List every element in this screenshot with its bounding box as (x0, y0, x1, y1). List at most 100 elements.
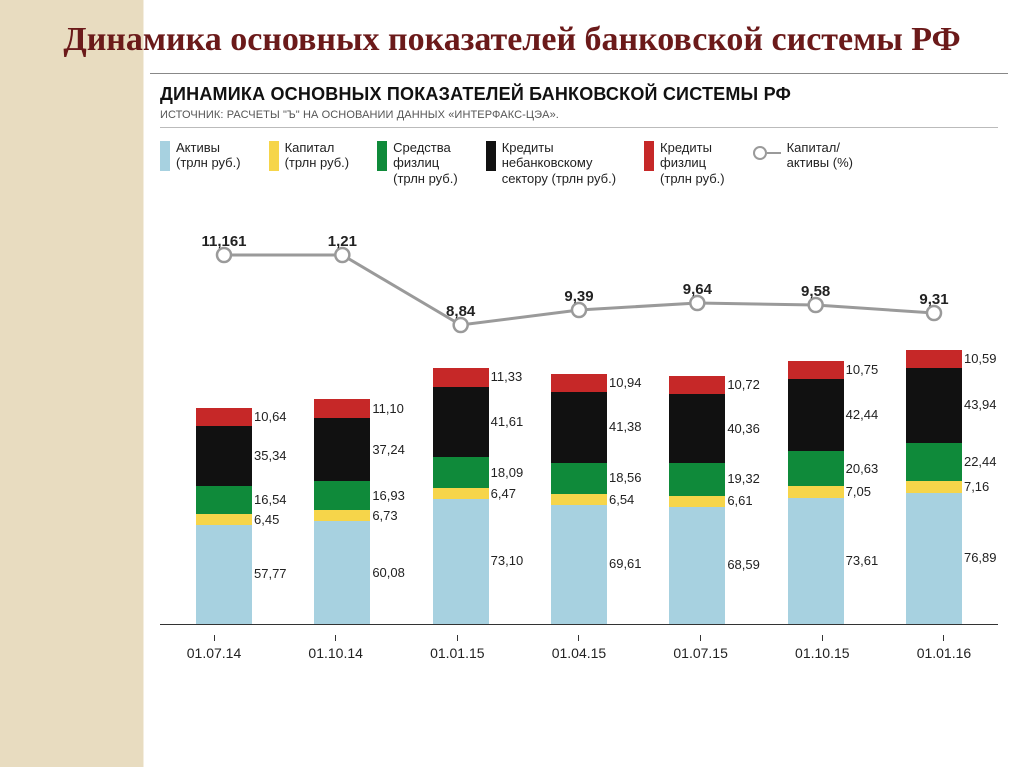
bar-segment-deposits (906, 443, 962, 481)
stacked-bar: 10,9441,3818,566,5469,61 (551, 374, 607, 624)
bar-segment-loans_nonbank (906, 368, 962, 443)
bar-value-assets: 73,10 (491, 554, 524, 567)
bar-value-deposits: 16,54 (254, 493, 287, 506)
legend-swatch (377, 141, 387, 171)
bar-value-loans_retail: 10,72 (727, 378, 760, 391)
x-tick-mark (335, 635, 336, 641)
stacked-bar: 10,5943,9422,447,1676,89 (906, 350, 962, 624)
legend-swatch (644, 141, 654, 171)
x-axis: 01.07.14 01.10.14 01.01.15 01.04.15 01.07.15… (150, 635, 1008, 661)
bar-segment-loans_retail (196, 408, 252, 426)
bar-value-capital: 6,45 (254, 513, 279, 526)
bar-value-loans_retail: 10,75 (846, 363, 879, 376)
bar-value-deposits: 18,56 (609, 471, 642, 484)
bar-value-labels: 10,5943,9422,447,1676,89 (964, 350, 1020, 624)
bar-value-capital: 6,47 (491, 487, 516, 500)
bar-value-loans_nonbank: 35,34 (254, 449, 287, 462)
bar-value-loans_retail: 11,33 (491, 370, 523, 383)
bar-value-deposits: 19,32 (727, 472, 760, 485)
bar-value-loans_nonbank: 40,36 (727, 422, 760, 435)
x-tick: 01.01.15 (401, 645, 513, 661)
bar-segment-capital (788, 486, 844, 498)
bar-segment-assets (433, 499, 489, 623)
bar-segment-deposits (669, 463, 725, 496)
stacked-bar: 11,3341,6118,096,4773,10 (433, 368, 489, 624)
legend-swatch (486, 141, 496, 171)
bar-value-assets: 60,08 (372, 566, 405, 579)
bar-value-deposits: 20,63 (846, 462, 879, 475)
x-tick-label: 01.01.16 (917, 645, 972, 661)
legend-item: Активы (трлн руб.) (160, 140, 241, 171)
bar-value-assets: 69,61 (609, 557, 642, 570)
legend-line-marker (753, 146, 781, 160)
bar-segment-deposits (433, 457, 489, 488)
legend-label: Кредиты небанковскому сектору (трлн руб.… (502, 140, 616, 187)
stacked-bar: 10,7240,3619,326,6168,59 (669, 376, 725, 623)
legend-swatch (160, 141, 170, 171)
bar-segment-deposits (314, 481, 370, 510)
bar-segment-capital (433, 488, 489, 499)
bar-group: 10,7542,4420,637,0573,61 (760, 205, 872, 624)
bar-segment-loans_retail (906, 350, 962, 368)
bar-value-capital: 7,05 (846, 485, 871, 498)
bar-segment-assets (196, 525, 252, 623)
bar-segment-assets (669, 507, 725, 624)
bar-value-loans_retail: 10,94 (609, 376, 642, 389)
bar-value-loans_retail: 11,10 (372, 402, 404, 415)
legend-item: Капитал (трлн руб.) (269, 140, 350, 171)
bar-value-assets: 73,61 (846, 554, 879, 567)
trend-value-label: 9,58 (801, 282, 830, 299)
bar-segment-capital (669, 496, 725, 507)
bar-value-loans_retail: 10,59 (964, 352, 997, 365)
bar-segment-loans_retail (433, 368, 489, 387)
legend: Активы (трлн руб.) Капитал (трлн руб.) Сре… (160, 140, 998, 187)
bar-value-deposits: 22,44 (964, 455, 997, 468)
bar-group: 11,3341,6118,096,4773,10 (405, 205, 517, 624)
bar-segment-loans_nonbank (314, 418, 370, 481)
bar-segment-loans_nonbank (669, 394, 725, 463)
bar-value-capital: 6,61 (727, 494, 752, 507)
trend-value-label: 9,39 (564, 287, 593, 304)
legend-item: Кредиты физлиц (трлн руб.) (644, 140, 725, 187)
bar-segment-assets (906, 493, 962, 624)
bar-value-deposits: 18,09 (491, 466, 524, 479)
trend-value-label: 1,21 (328, 232, 357, 249)
x-tick-mark (214, 635, 215, 641)
slide: Динамика основных показателей банковской… (0, 0, 1024, 767)
bar-value-capital: 6,73 (372, 509, 397, 522)
legend-label: Активы (трлн руб.) (176, 140, 241, 171)
x-tick-label: 01.07.15 (673, 645, 728, 661)
x-tick: 01.07.15 (645, 645, 757, 661)
bar-value-capital: 6,54 (609, 493, 634, 506)
legend-label: Капитал/ активы (%) (787, 140, 853, 171)
bar-segment-capital (906, 481, 962, 493)
bar-segment-loans_nonbank (551, 392, 607, 462)
x-tick-label: 01.01.15 (430, 645, 485, 661)
legend-item: Средства физлиц (трлн руб.) (377, 140, 458, 187)
bar-segment-capital (551, 494, 607, 505)
x-tick: 01.01.16 (888, 645, 1000, 661)
x-tick: 01.07.14 (158, 645, 270, 661)
legend-label: Средства физлиц (трлн руб.) (393, 140, 458, 187)
bar-segment-capital (314, 510, 370, 521)
bar-segment-loans_retail (669, 376, 725, 394)
x-tick-label: 01.10.14 (308, 645, 363, 661)
x-tick-label: 01.04.15 (552, 645, 607, 661)
bar-value-loans_nonbank: 37,24 (372, 443, 405, 456)
x-tick-label: 01.07.14 (187, 645, 242, 661)
x-tick: 01.10.14 (280, 645, 392, 661)
bar-group: 11,1037,2416,936,7360,08 (286, 205, 398, 624)
slide-title: Динамика основных показателей банковской… (0, 20, 1024, 61)
bar-segment-assets (314, 521, 370, 623)
x-tick-mark (578, 635, 579, 641)
legend-label: Кредиты физлиц (трлн руб.) (660, 140, 725, 187)
bar-segment-deposits (788, 451, 844, 486)
infographic-source: ИСТОЧНИК: РАСЧЕТЫ "Ъ" НА ОСНОВАНИИ ДАННЫ… (160, 109, 998, 128)
bar-segment-loans_retail (551, 374, 607, 393)
bar-segment-loans_nonbank (788, 379, 844, 451)
chart: 10,6435,3416,546,4557,7711,1037,2416,936… (160, 205, 998, 625)
bar-segment-capital (196, 514, 252, 525)
bar-value-loans_nonbank: 41,61 (491, 415, 524, 428)
legend-label: Капитал (трлн руб.) (285, 140, 350, 171)
x-tick: 01.04.15 (523, 645, 635, 661)
